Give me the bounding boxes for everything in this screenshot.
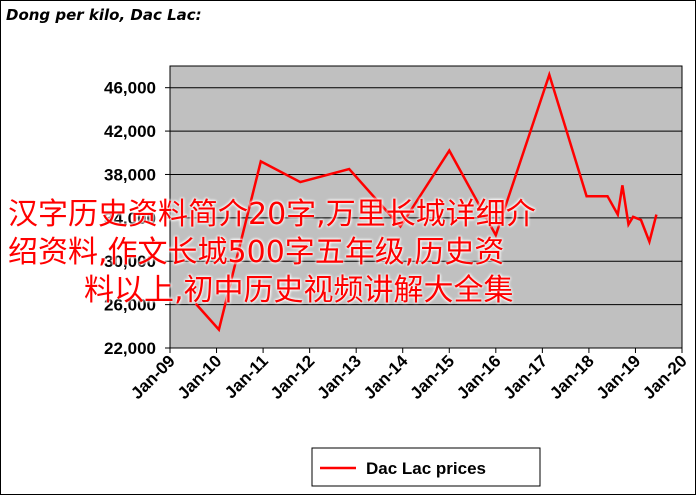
grid-lines — [170, 87, 682, 349]
overlay-line-2: 绍资料,作文长城500字五年级,历史资 — [8, 235, 505, 270]
legend-label: Dac Lac prices — [366, 459, 486, 478]
x-tick-label: Jan-09 — [127, 351, 179, 403]
x-tick-label: Jan-10 — [174, 351, 226, 403]
overlay-line-3: 料以上,初中历史视频讲解大全集 — [84, 273, 514, 308]
overlay-line-1: 汉字历史资料简介20字,万里长城详细介 — [8, 197, 536, 232]
series-lines — [194, 70, 658, 333]
x-tick-label: Jan-13 — [313, 351, 365, 403]
y-tick-label: 22,000 — [104, 339, 156, 358]
x-tick-label: Jan-17 — [500, 351, 552, 403]
y-tick-label: 30,000 — [104, 252, 156, 271]
x-tick-label: Jan-12 — [267, 351, 319, 403]
x-tick-label: Jan-15 — [407, 351, 459, 403]
legend: Dac Lac prices — [311, 447, 541, 487]
y-tick-label: 26,000 — [104, 296, 156, 315]
x-tick-label: Jan-16 — [453, 351, 505, 403]
y-axis-ticks: 22,000 26,000 30,000 34,000 38,000 42,000 46,0… — [104, 79, 170, 358]
x-tick-label: Jan-14 — [360, 351, 412, 403]
x-tick-label: Jan-11 — [221, 351, 272, 402]
y-tick-label: 46,000 — [104, 79, 156, 98]
y-tick-label: 42,000 — [104, 122, 156, 141]
y-tick-label: 38,000 — [104, 165, 156, 184]
watermark-overlay: 汉字历史资料简介20字,万里长城详细介 绍资料,作文长城500字五年级,历史资 … — [0, 196, 696, 310]
plot-area — [169, 65, 683, 349]
plot-background — [169, 65, 683, 349]
y-tick-label: 34,000 — [104, 209, 156, 228]
chart-title: Dong per kilo, Dac Lac: — [6, 6, 202, 24]
x-axis-ticks: Jan-09Jan-10Jan-11Jan-12Jan-13Jan-14Jan-… — [127, 348, 691, 403]
x-tick-label: Jan-19 — [593, 351, 645, 403]
x-tick-label: Jan-20 — [639, 351, 691, 403]
series-line-0 — [194, 70, 658, 333]
x-tick-label: Jan-18 — [546, 351, 598, 403]
